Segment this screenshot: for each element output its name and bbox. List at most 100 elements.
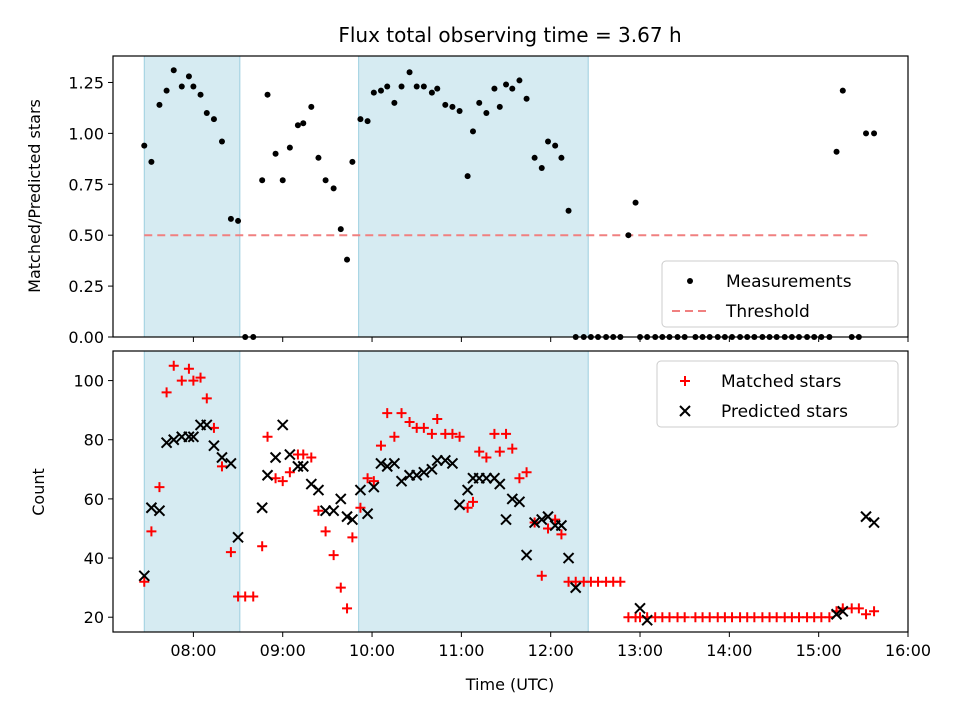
data-point bbox=[375, 440, 386, 451]
data-point bbox=[232, 531, 244, 544]
bottom-legend: Matched stars Predicted stars bbox=[656, 360, 899, 428]
data-point bbox=[277, 419, 289, 431]
data-point bbox=[153, 505, 166, 517]
data-point bbox=[279, 177, 286, 184]
data-point bbox=[641, 614, 653, 626]
data-point bbox=[148, 158, 155, 165]
data-point bbox=[346, 513, 359, 526]
data-point bbox=[264, 91, 271, 98]
legend-marker bbox=[687, 278, 693, 284]
y-tick-label: 0.25 bbox=[68, 277, 104, 296]
data-point bbox=[256, 502, 268, 514]
legend-marker bbox=[680, 376, 690, 386]
data-point bbox=[315, 154, 322, 161]
data-point bbox=[507, 443, 518, 454]
data-point bbox=[262, 431, 273, 442]
top-y-axis-label: Matched/Predicted stars bbox=[25, 99, 44, 293]
data-point bbox=[494, 446, 505, 457]
data-point bbox=[188, 375, 199, 386]
data-point bbox=[454, 431, 465, 442]
data-point bbox=[833, 148, 840, 155]
data-point bbox=[335, 582, 346, 593]
data-point bbox=[225, 457, 237, 470]
data-point bbox=[284, 448, 296, 461]
data-point bbox=[439, 454, 451, 467]
data-point bbox=[197, 91, 204, 98]
data-point bbox=[420, 83, 427, 90]
data-point bbox=[161, 387, 172, 398]
data-point bbox=[449, 103, 456, 110]
x-axis-label: Time (UTC) bbox=[465, 675, 554, 694]
x-tick-label: 11:00 bbox=[438, 641, 484, 660]
legend-marker bbox=[679, 405, 691, 417]
data-point bbox=[201, 393, 212, 404]
top-shaded-region bbox=[358, 55, 589, 338]
data-point bbox=[513, 496, 526, 508]
data-point bbox=[545, 138, 552, 145]
data-point bbox=[839, 87, 846, 94]
data-point bbox=[225, 547, 236, 558]
y-tick-label: 40 bbox=[84, 549, 104, 568]
data-point bbox=[868, 516, 880, 529]
data-point bbox=[306, 452, 317, 463]
data-point bbox=[418, 422, 429, 433]
data-point bbox=[261, 469, 274, 481]
data-point bbox=[570, 581, 582, 594]
data-point bbox=[861, 609, 872, 620]
data-point bbox=[384, 83, 391, 90]
data-point bbox=[201, 419, 213, 431]
data-point bbox=[500, 513, 512, 526]
data-point bbox=[558, 154, 565, 161]
data-point bbox=[413, 83, 420, 90]
data-point bbox=[138, 570, 150, 582]
data-point bbox=[308, 103, 315, 110]
data-point bbox=[418, 466, 430, 478]
data-point bbox=[474, 446, 485, 457]
data-point bbox=[521, 467, 532, 478]
data-point bbox=[146, 526, 157, 537]
data-point bbox=[354, 484, 367, 496]
data-point bbox=[556, 529, 567, 540]
data-point bbox=[292, 460, 304, 473]
data-point bbox=[235, 217, 242, 224]
data-point bbox=[141, 142, 148, 149]
data-point bbox=[536, 570, 547, 581]
data-point bbox=[300, 120, 307, 127]
top-axes-frame bbox=[112, 55, 909, 338]
data-point bbox=[156, 101, 163, 108]
data-point bbox=[388, 457, 401, 470]
data-point bbox=[272, 150, 279, 157]
y-tick-label: 0.75 bbox=[68, 175, 104, 194]
data-point bbox=[269, 451, 282, 464]
data-point bbox=[294, 122, 301, 129]
data-point bbox=[634, 602, 646, 615]
data-point bbox=[853, 603, 864, 614]
y-tick-label: 1.25 bbox=[68, 73, 104, 92]
legend-box bbox=[661, 260, 899, 328]
data-point bbox=[467, 496, 478, 507]
data-point bbox=[389, 431, 400, 442]
data-point bbox=[520, 549, 533, 561]
data-point bbox=[313, 505, 324, 516]
data-point bbox=[830, 608, 843, 620]
top-shaded-region bbox=[143, 55, 241, 338]
data-point bbox=[869, 606, 880, 617]
data-point bbox=[395, 475, 408, 487]
x-tick-label: 15:00 bbox=[796, 641, 842, 660]
data-point bbox=[154, 482, 165, 493]
data-point bbox=[523, 95, 530, 102]
data-point bbox=[464, 173, 471, 180]
data-point bbox=[516, 77, 523, 84]
data-point bbox=[320, 526, 331, 537]
data-point bbox=[552, 142, 559, 149]
data-point bbox=[344, 256, 351, 263]
data-point bbox=[286, 144, 293, 151]
data-point bbox=[349, 158, 356, 165]
data-point bbox=[216, 461, 227, 472]
data-point bbox=[368, 476, 379, 487]
data-point bbox=[163, 87, 170, 94]
data-point bbox=[183, 431, 195, 443]
x-tick-label: 16:00 bbox=[885, 641, 931, 660]
data-point bbox=[432, 414, 443, 425]
data-point bbox=[491, 85, 498, 92]
